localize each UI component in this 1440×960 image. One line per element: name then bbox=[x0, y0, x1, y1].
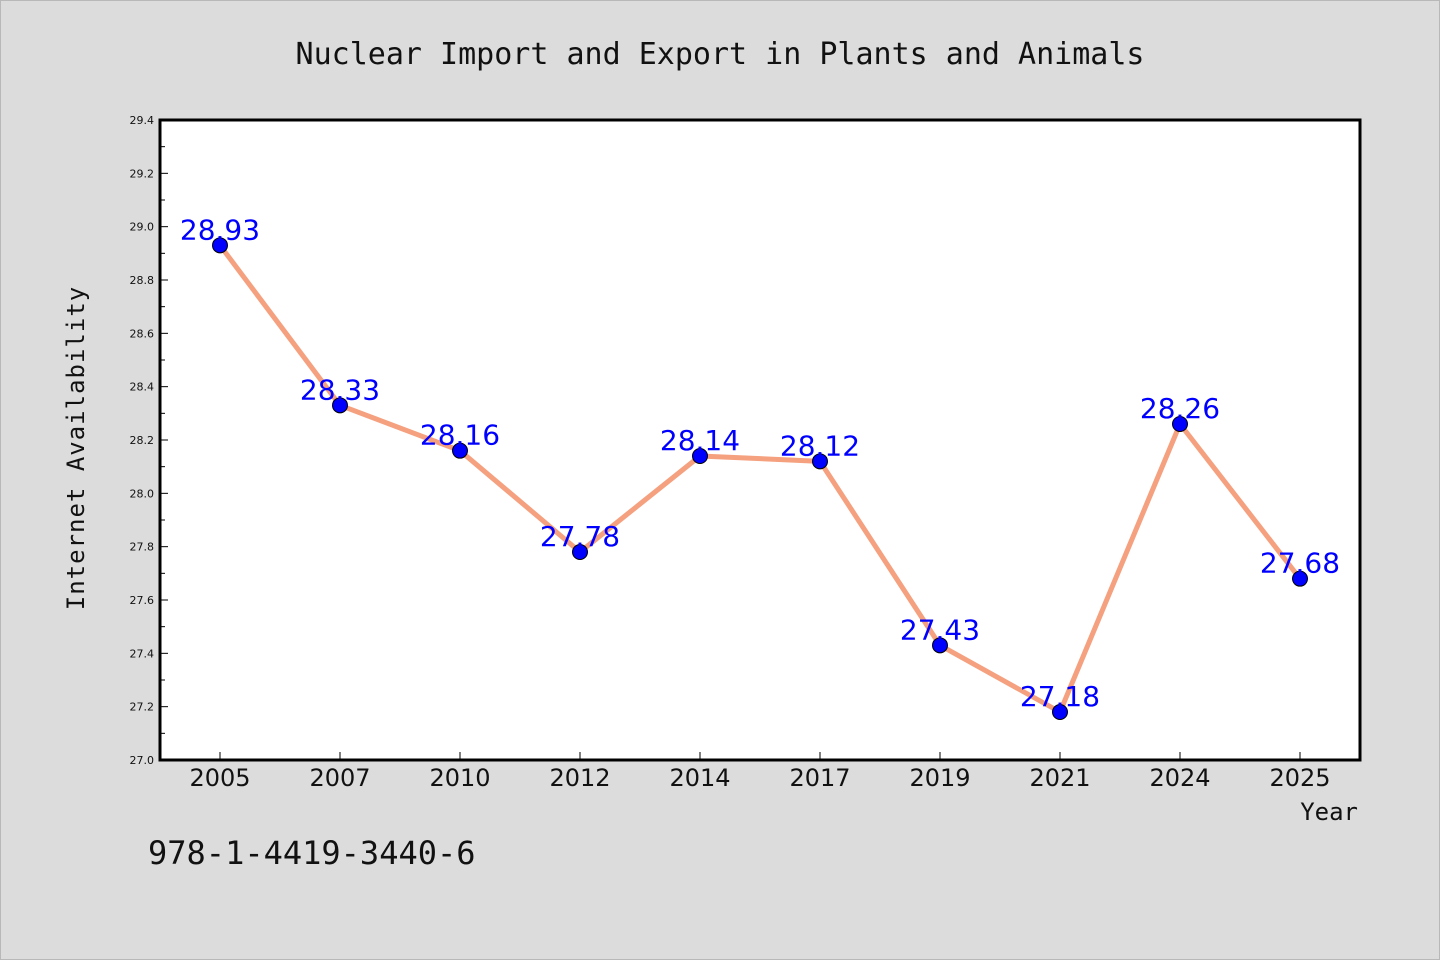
x-axis-ticks: 2005 2007 2010 2012 2014 2017 2019 2021 2024 2025 bbox=[189, 752, 1331, 792]
data-label: 27.18 bbox=[1020, 680, 1100, 713]
y-tick-label: 28.8 bbox=[130, 274, 155, 287]
y-tick-label: 27.0 bbox=[130, 754, 155, 767]
x-axis-label: Year bbox=[1300, 798, 1358, 826]
y-tick-label: 29.4 bbox=[130, 114, 155, 127]
y-tick-label: 27.2 bbox=[130, 701, 155, 714]
isbn-text: 978-1-4419-3440-6 bbox=[148, 834, 476, 872]
y-axis-label: Internet Availability bbox=[62, 286, 90, 610]
x-tick-label: 2010 bbox=[429, 764, 490, 792]
data-point bbox=[692, 448, 708, 464]
data-points bbox=[212, 237, 1308, 720]
data-label: 28.93 bbox=[180, 213, 260, 246]
x-tick-label: 2005 bbox=[189, 764, 250, 792]
data-label: 28.33 bbox=[300, 373, 380, 406]
y-tick-label: 27.8 bbox=[130, 541, 155, 554]
y-tick-label: 29.0 bbox=[130, 221, 155, 234]
y-tick-label: 29.2 bbox=[130, 167, 155, 180]
plot-area bbox=[158, 118, 1362, 762]
y-axis-ticks: 27.0 27.2 27.4 27.6 27.8 28.0 28.2 28.4 28.6 28.8… bbox=[130, 114, 168, 767]
data-point bbox=[1172, 416, 1188, 432]
data-label: 28.26 bbox=[1140, 392, 1220, 425]
data-label: 28.16 bbox=[420, 419, 500, 452]
data-label: 27.43 bbox=[900, 613, 980, 646]
x-tick-label: 2007 bbox=[309, 764, 370, 792]
data-point bbox=[212, 237, 228, 254]
x-tick-label: 2019 bbox=[909, 764, 970, 792]
data-point bbox=[932, 637, 948, 654]
data-label: 27.78 bbox=[540, 520, 620, 553]
series-line-group bbox=[217, 242, 1303, 715]
data-label: 28.14 bbox=[660, 424, 740, 457]
data-point bbox=[332, 397, 348, 414]
y-tick-label: 28.4 bbox=[130, 381, 155, 394]
x-tick-label: 2012 bbox=[549, 764, 610, 792]
x-tick-label: 2025 bbox=[1269, 764, 1330, 792]
data-point bbox=[572, 544, 588, 560]
y-tick-label: 27.6 bbox=[130, 594, 155, 607]
data-point bbox=[1052, 704, 1068, 720]
chart-title: Nuclear Import and Export in Plants and … bbox=[296, 37, 1145, 72]
data-point bbox=[1292, 570, 1308, 587]
data-label: 27.68 bbox=[1260, 547, 1340, 580]
x-tick-label: 2014 bbox=[669, 764, 730, 792]
y-tick-label: 28.6 bbox=[130, 327, 155, 340]
x-tick-label: 2024 bbox=[1149, 764, 1210, 792]
x-tick-label: 2021 bbox=[1029, 764, 1090, 792]
data-point bbox=[452, 442, 468, 459]
data-labels: 28.93 28.33 28.16 27.78 28.14 28.12 27.43 27.18… bbox=[180, 213, 1340, 713]
data-label: 28.12 bbox=[780, 429, 860, 462]
series-line bbox=[217, 242, 1303, 715]
y-tick-label: 27.4 bbox=[130, 647, 155, 660]
y-tick-label: 28.0 bbox=[130, 487, 155, 500]
x-tick-label: 2017 bbox=[789, 764, 850, 792]
data-point bbox=[812, 453, 828, 470]
y-tick-label: 28.2 bbox=[130, 434, 155, 447]
